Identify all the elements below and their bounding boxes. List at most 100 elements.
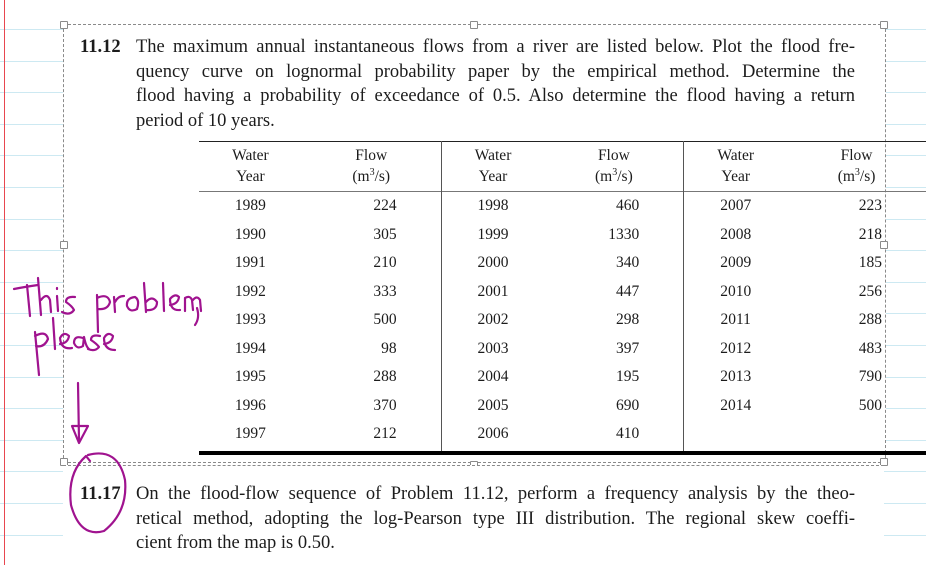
resize-handle-top-right[interactable] (880, 21, 888, 29)
cell-water-year: 2006 (477, 425, 509, 443)
problem-text-line: flood having a probability of exceedance… (136, 86, 855, 106)
table-row: 1994 98 2003 397 2012 483 (199, 334, 926, 363)
cell-flow: 305 (301, 220, 442, 249)
table-row: 1995 288 2004 195 2013 790 (199, 363, 926, 392)
cell-water-year: 2003 (477, 339, 509, 357)
cell-water-year: 2014 (720, 396, 752, 414)
header-unit: (m3/s) (352, 167, 391, 186)
cell-flow: 195 (544, 363, 685, 392)
cell-water-year: 1995 (234, 368, 266, 386)
table-row: 1990 305 1999 1330 2008 218 (199, 220, 926, 249)
header-text: Water (232, 147, 269, 164)
header-water-year: Water Year (199, 142, 302, 192)
cell-water-year: 1994 (234, 339, 266, 357)
cell-flow: 288 (301, 363, 442, 392)
header-text: Flow (840, 147, 873, 164)
cell-flow: 447 (544, 277, 685, 306)
cell-water-year: 1999 (477, 225, 509, 243)
resize-handle-top-center[interactable] (470, 21, 478, 29)
resize-handle-middle-right[interactable] (880, 241, 888, 249)
margin-line (4, 0, 5, 565)
problem-text-line: cient from the map is 0.50. (136, 533, 335, 553)
cell-water-year: 1991 (234, 254, 266, 272)
flow-table: Water Year Flow (m3/s) Water Year Flow (m3/s) Wa… (199, 141, 926, 455)
table-row: 1992 333 2001 447 2010 256 (199, 277, 926, 306)
header-unit: (m3/s) (595, 167, 633, 186)
cell-flow: 185 (858, 254, 882, 272)
cell-water-year: 2004 (477, 368, 509, 386)
cell-flow: 218 (858, 225, 882, 243)
header-flow: Flow (m3/s) (544, 141, 685, 192)
header-text: Flow (355, 147, 388, 164)
table-row: 1991 210 2000 340 2009 185 (199, 249, 926, 278)
table-row: 1993 500 2002 298 2011 288 (199, 306, 926, 335)
header-water-year: Water Year (441, 142, 544, 192)
header-text: Year (478, 168, 508, 185)
cell-water-year: 2011 (720, 311, 751, 329)
header-text: Water (474, 147, 512, 164)
cell-water-year: 2007 (720, 197, 752, 215)
cell-water-year: 2013 (720, 368, 752, 386)
cell-flow: 1330 (544, 220, 685, 249)
cell-water-year: 2008 (720, 225, 752, 243)
cell-flow: 410 (544, 420, 685, 453)
cell-water-year: 2000 (477, 254, 509, 272)
cell-water-year: 2012 (720, 339, 752, 357)
problem-text-line: period of 10 years. (136, 110, 275, 131)
cell-flow (787, 420, 926, 453)
cell-flow: 98 (301, 334, 442, 363)
header-text: Year (721, 168, 750, 185)
cell-flow: 223 (858, 197, 882, 215)
header-text: Flow (597, 147, 630, 164)
header-water-year: Water Year (684, 142, 787, 192)
problem-text-line: The maximum annual instantaneous flows f… (136, 37, 855, 57)
table-header-row: Water Year Flow (m3/s) Water Year Flow (m3/s) Wa… (199, 141, 926, 192)
cell-water-year: 2009 (720, 254, 752, 272)
problem-text-line: retical method, adopting the log-Pearson… (136, 508, 855, 529)
cell-flow: 690 (544, 391, 685, 420)
table-row: 1996 370 2005 690 2014 500 (199, 391, 926, 420)
embedded-image-problem-11-17[interactable] (63, 465, 884, 576)
cell-flow: 288 (858, 311, 882, 329)
cell-water-year: 2002 (477, 311, 509, 329)
cell-water-year: 1998 (477, 197, 509, 215)
problem-number: 11.12 (80, 37, 121, 57)
problem-text-line: On the flood-flow sequence of Problem 11… (136, 484, 855, 504)
cell-flow: 790 (858, 368, 882, 386)
cell-flow: 256 (858, 282, 882, 300)
table-row: 1989 224 1998 460 2007 223 (199, 191, 926, 221)
resize-handle-bottom-right[interactable] (880, 458, 888, 466)
resize-handle-middle-left[interactable] (60, 241, 68, 249)
cell-flow: 333 (301, 277, 442, 306)
problem-number: 11.17 (80, 484, 121, 504)
cell-water-year: 2010 (720, 282, 752, 300)
cell-flow: 500 (301, 306, 442, 335)
cell-flow: 500 (858, 396, 882, 414)
cell-flow: 210 (301, 249, 442, 278)
resize-handle-top-left[interactable] (60, 21, 68, 29)
cell-water-year: 1989 (234, 197, 266, 215)
problem-11-17: 11.17 On the flood-flow sequence of Prob… (80, 482, 860, 562)
cell-water-year: 1993 (234, 311, 266, 329)
embedded-image-problem-11-12[interactable] (63, 24, 886, 463)
problem-11-12: 11.12 The maximum annual instantaneous f… (80, 35, 860, 135)
header-flow: Flow (m3/s) (787, 142, 926, 192)
header-text: Water (717, 147, 755, 164)
cell-water-year: 1990 (234, 225, 266, 243)
cell-flow: 298 (544, 306, 685, 335)
cell-water-year: 2001 (477, 282, 509, 300)
problem-text-line: quency curve on lognormal probability pa… (136, 61, 855, 82)
cell-flow: 483 (858, 339, 882, 357)
cell-water-year: 1992 (234, 282, 266, 300)
header-text: Year (236, 168, 265, 185)
cell-flow: 224 (301, 191, 442, 221)
cell-water-year: 1996 (234, 396, 266, 414)
cell-water-year (684, 420, 787, 453)
header-unit: (m3/s) (837, 167, 876, 186)
cell-water-year: 2005 (477, 396, 509, 414)
cell-flow: 397 (544, 334, 685, 363)
cell-flow: 460 (544, 191, 685, 221)
table-row: 1997 212 2006 410 (199, 420, 926, 453)
cell-flow: 340 (544, 249, 685, 278)
cell-water-year: 1997 (234, 425, 266, 443)
